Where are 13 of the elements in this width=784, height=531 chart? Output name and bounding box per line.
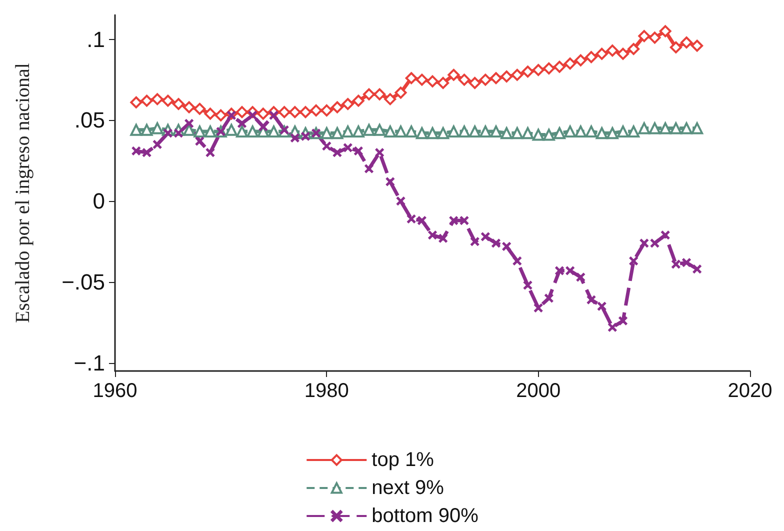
x-tick-label: 1960 xyxy=(92,380,138,402)
x-tick-label: 1980 xyxy=(304,380,349,402)
y-tick-label: .05 xyxy=(74,108,105,133)
legend-label: bottom 90% xyxy=(372,505,479,527)
x-tick-label: 2000 xyxy=(516,380,561,402)
legend-label: top 1% xyxy=(372,449,434,471)
x-tick-label: 2020 xyxy=(728,380,772,402)
y-axis-title: Escalado por el ingreso nacional xyxy=(12,62,34,323)
y-tick-label: −.05 xyxy=(62,270,105,294)
y-tick-label: −.1 xyxy=(74,350,105,376)
y-tick-label: .1 xyxy=(86,26,105,52)
y-tick-label: 0 xyxy=(92,188,105,214)
legend-label: next 9% xyxy=(372,477,444,499)
